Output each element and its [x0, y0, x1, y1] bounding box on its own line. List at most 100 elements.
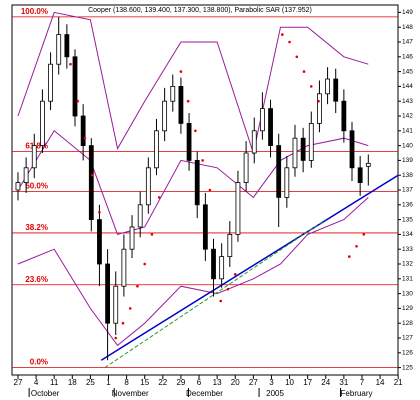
y-tick-label: 127 — [402, 335, 413, 342]
candle-body — [105, 263, 110, 324]
candle-body — [186, 123, 192, 161]
month-label: November — [112, 389, 149, 398]
candle-body — [333, 78, 339, 102]
candle-body — [162, 100, 168, 132]
candle-body — [48, 63, 53, 102]
sar-dot — [186, 99, 190, 103]
candle-body — [325, 78, 330, 95]
candle-body — [178, 86, 184, 124]
sar-dot — [90, 173, 94, 177]
x-tick-label: 3 — [269, 378, 274, 387]
month-label: October — [31, 389, 60, 398]
candle-body — [80, 115, 86, 147]
trendline — [104, 219, 327, 369]
candle-body — [154, 130, 159, 169]
candle-body — [137, 204, 143, 228]
candle-body — [121, 248, 127, 287]
x-tick-label: 27 — [249, 378, 258, 387]
y-tick-label: 131 — [402, 276, 413, 283]
y-tick-label: 136 — [402, 202, 413, 209]
x-tick-label: 31 — [339, 378, 348, 387]
candle-body — [292, 137, 298, 169]
sar-dot — [69, 62, 72, 66]
candle-body — [284, 167, 290, 198]
x-tick-label: 11 — [50, 378, 59, 387]
fib-label: 0.0% — [30, 358, 48, 367]
candle-body — [145, 167, 151, 206]
candle-body — [202, 204, 208, 250]
x-tick-label: 18 — [68, 378, 77, 387]
x-tick-label: 24 — [321, 378, 330, 387]
y-tick-label: 137 — [402, 187, 413, 194]
sar-dot — [114, 336, 118, 340]
y-tick-label: 144 — [402, 83, 413, 90]
fib-label: 50.0% — [25, 182, 48, 191]
candle-body — [276, 145, 282, 198]
sar-dot — [302, 70, 306, 73]
x-tick-label: 22 — [158, 378, 167, 387]
sar-dot — [226, 287, 230, 291]
sar-dot — [208, 188, 212, 192]
x-tick-label: 29 — [176, 378, 185, 387]
candle-body — [357, 167, 363, 184]
candle-body — [243, 152, 249, 184]
sar-dot — [219, 299, 223, 303]
month-label: 2005 — [266, 389, 284, 398]
trendline — [100, 174, 399, 361]
candle-body — [88, 145, 94, 221]
candle-body — [113, 285, 119, 324]
y-tick-label: 134 — [402, 231, 413, 238]
sar-dot — [76, 99, 80, 103]
y-tick-label: 146 — [402, 54, 413, 61]
y-tick-label: 147 — [402, 39, 413, 46]
x-tick-label: 20 — [231, 378, 240, 387]
sar-dot — [121, 321, 125, 325]
y-tick-label: 149 — [402, 9, 413, 16]
sar-dot — [157, 196, 161, 199]
sar-dot — [355, 244, 358, 248]
sar-dot — [281, 33, 284, 36]
y-tick-label: 145 — [402, 68, 413, 75]
candle-body — [227, 233, 233, 257]
candle-body — [300, 137, 306, 161]
y-tick-label: 130 — [402, 290, 413, 297]
y-tick-label: 128 — [402, 320, 413, 327]
x-tick-label: 17 — [303, 378, 312, 387]
candle-body — [31, 145, 37, 169]
fib-label: 23.6% — [25, 275, 48, 284]
sar-dot — [362, 233, 366, 236]
candle-body — [64, 34, 70, 58]
chart-title: Cooper (138.600, 139.400, 137.300, 138.8… — [88, 7, 312, 14]
x-tick-label: 4 — [34, 378, 39, 387]
y-tick-label: 148 — [402, 24, 413, 31]
candle-body — [40, 100, 45, 146]
x-tick-label: 27 — [14, 378, 23, 387]
month-label: December — [186, 389, 223, 398]
y-tick-label: 133 — [402, 246, 413, 253]
bollinger-upper — [17, 11, 369, 155]
candle-body — [129, 226, 135, 250]
candle-body — [235, 182, 241, 235]
candle-body — [251, 130, 257, 154]
candle-body — [170, 86, 176, 102]
candle-body — [15, 182, 21, 191]
sar-dot — [179, 70, 183, 73]
sar-dot — [98, 210, 101, 214]
sar-dot — [309, 85, 313, 88]
sar-dot — [150, 233, 154, 236]
candle-body — [56, 34, 62, 65]
y-tick-label: 135 — [402, 216, 413, 223]
y-tick-label: 139 — [402, 157, 413, 164]
candle-body — [365, 162, 371, 167]
sar-dot — [317, 99, 320, 103]
x-tick-label: 14 — [376, 378, 385, 387]
fib-label: 100.0% — [21, 7, 48, 16]
month-label: February — [341, 389, 373, 398]
candle-body — [341, 100, 347, 132]
sar-dot — [288, 40, 291, 44]
sar-dot — [347, 255, 351, 258]
x-tick-label: 8 — [124, 378, 129, 387]
x-tick-label: 7 — [360, 378, 365, 387]
candle-body — [97, 219, 102, 265]
